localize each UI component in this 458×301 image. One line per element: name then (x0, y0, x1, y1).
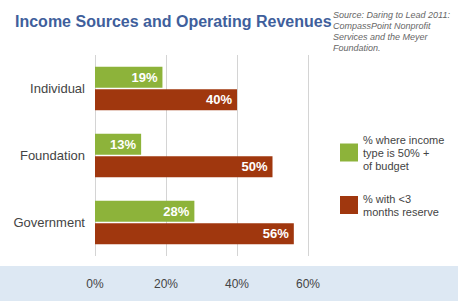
svg-text:19%: 19% (131, 70, 157, 85)
svg-text:28%: 28% (163, 204, 189, 219)
svg-text:40%: 40% (206, 92, 232, 107)
svg-text:56%: 56% (263, 226, 289, 241)
svg-text:Source: Daring to Lead 2011:: Source: Daring to Lead 2011: (333, 10, 452, 20)
svg-text:13%: 13% (110, 137, 136, 152)
svg-text:Services and the Meyer: Services and the Meyer (333, 32, 430, 42)
svg-text:40%: 40% (225, 277, 249, 291)
svg-text:Foundation: Foundation (20, 148, 85, 163)
svg-text:% with <3: % with <3 (363, 193, 414, 205)
svg-text:Foundation.: Foundation. (333, 43, 381, 53)
svg-text:60%: 60% (296, 277, 320, 291)
svg-text:Individual: Individual (30, 81, 85, 96)
svg-text:Government: Government (13, 215, 85, 230)
svg-text:20%: 20% (154, 277, 178, 291)
svg-text:months reserve: months reserve (363, 206, 439, 218)
svg-text:% where income: % where income (363, 134, 447, 146)
svg-text:50%: 50% (241, 159, 267, 174)
svg-text:of budget: of budget (363, 160, 409, 172)
svg-text:0%: 0% (86, 277, 104, 291)
svg-text:Income Sources and Operating R: Income Sources and Operating Revenues (15, 13, 332, 30)
svg-text:type is 50% +: type is 50% + (363, 147, 432, 159)
svg-text:CompassPoint Nonprofit: CompassPoint Nonprofit (333, 21, 433, 31)
